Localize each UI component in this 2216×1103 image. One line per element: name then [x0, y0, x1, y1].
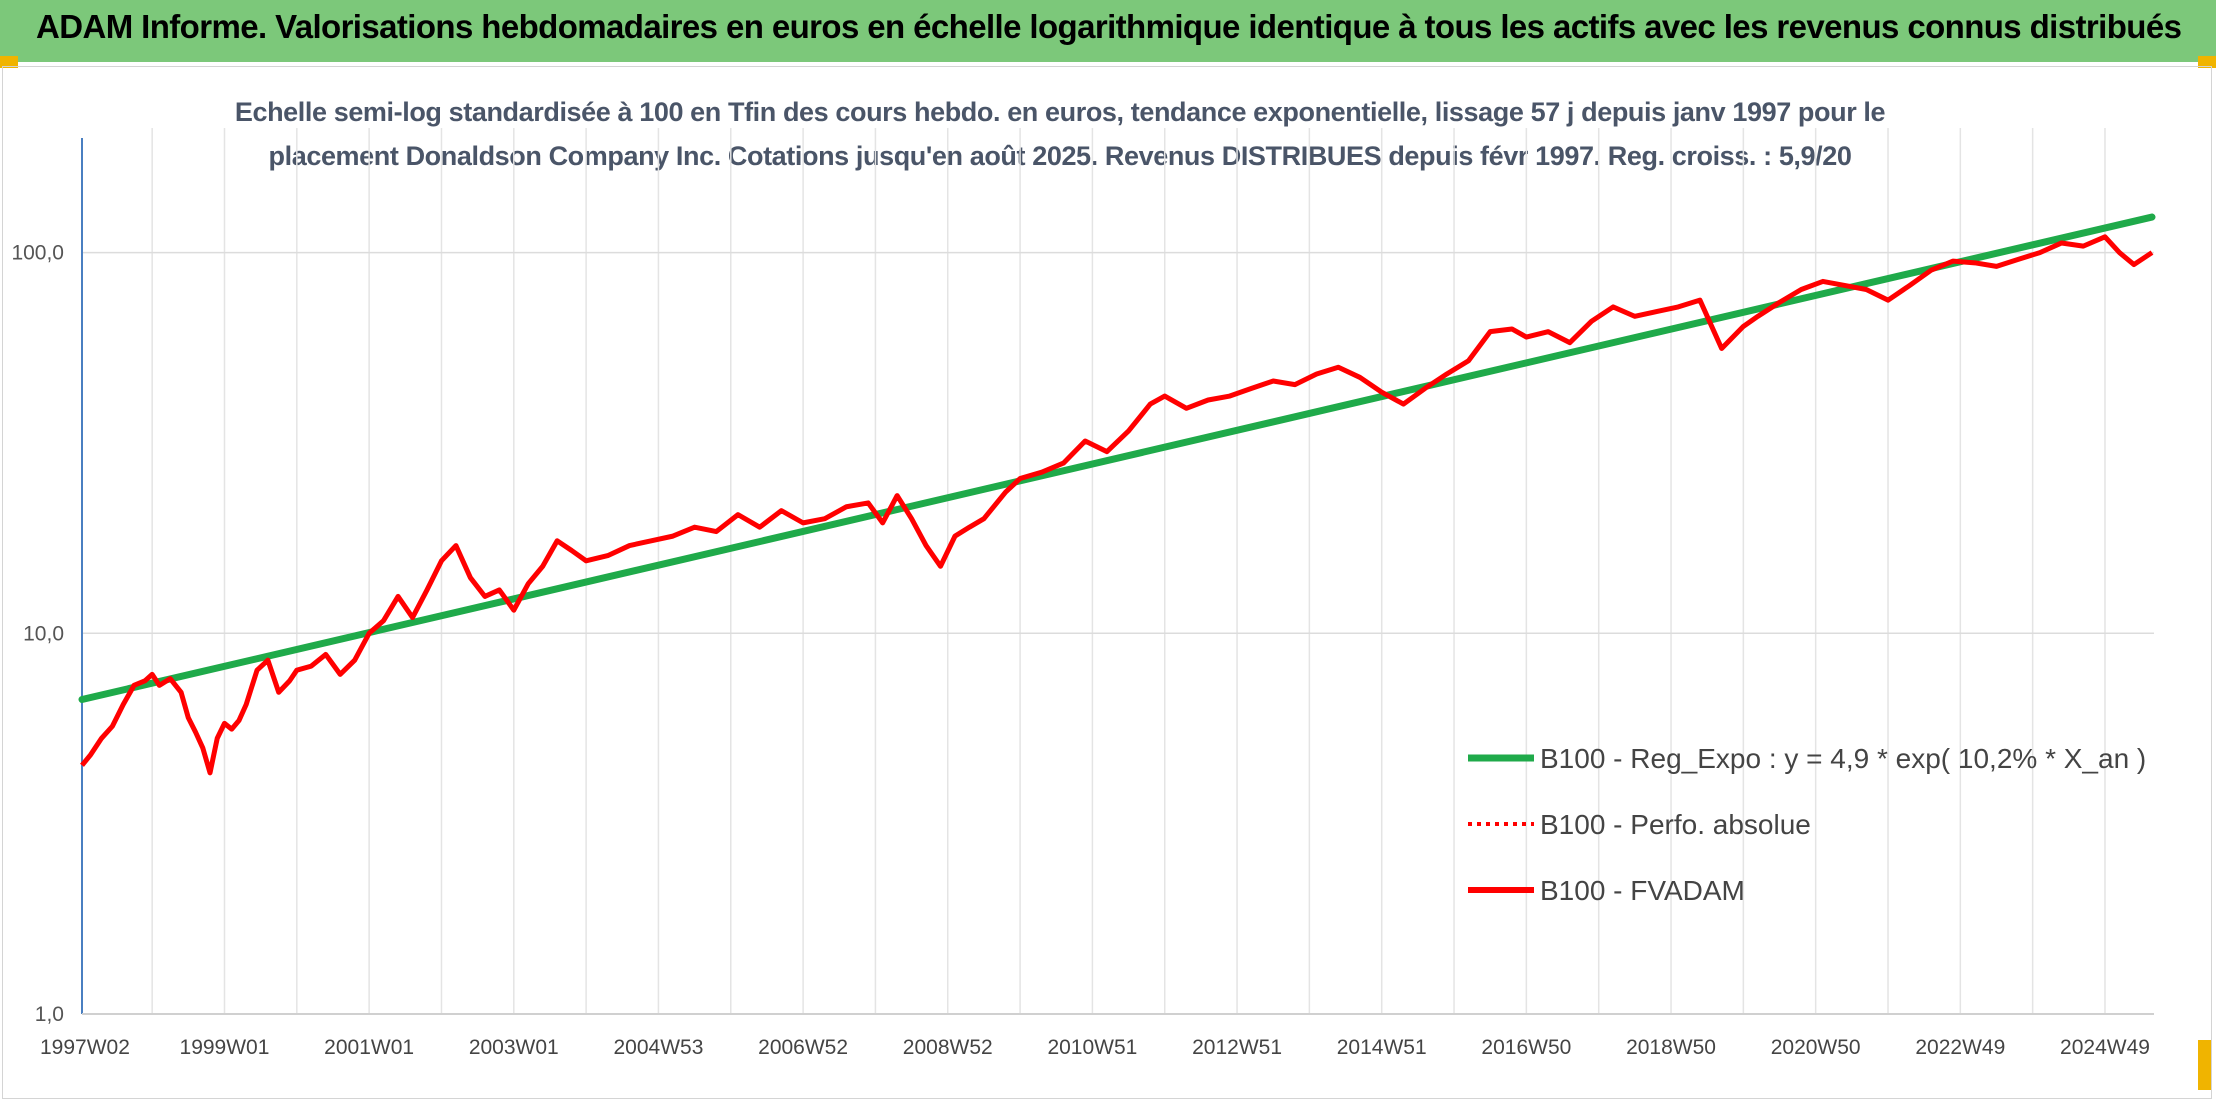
x-tick-label: 2004W53: [613, 1036, 703, 1059]
chart-title: Echelle semi-log standardisée à 100 en T…: [234, 97, 1886, 171]
x-tick-label: 2012W51: [1192, 1036, 1282, 1059]
legend-fvadam-label: B100 - FVADAM: [1540, 875, 1745, 906]
x-tick-label: 2016W50: [1481, 1036, 1571, 1059]
y-tick-label: 100,0: [11, 242, 64, 265]
x-tick-label: 2014W51: [1337, 1036, 1427, 1059]
x-tick-label: 2020W50: [1771, 1036, 1861, 1059]
x-tick-label: 2010W51: [1047, 1036, 1137, 1059]
legend-perfo-label: B100 - Perfo. absolue: [1540, 809, 1811, 840]
x-tick-label: 2018W50: [1626, 1036, 1716, 1059]
x-tick-label: 2024W49: [2060, 1036, 2150, 1059]
chart-panel: [2, 66, 2212, 1099]
report-title: ADAM Informe. Valorisations hebdomadaire…: [36, 8, 2182, 45]
series-fvadam-line: [80, 234, 2154, 776]
x-tick-label: 2003W01: [469, 1036, 559, 1059]
x-tick-label: 2008W52: [903, 1036, 993, 1059]
y-tick-label: 1,0: [35, 1003, 64, 1026]
legend-regression-label: B100 - Reg_Expo : y = 4,9 * exp( 10,2% *…: [1540, 743, 2146, 774]
x-tick-label: 2001W01: [324, 1036, 414, 1059]
corner-accent-left: [0, 56, 18, 68]
x-tick-label: 1997W02: [40, 1036, 130, 1059]
x-tick-label: 2022W49: [1915, 1036, 2005, 1059]
series-regression-line: [78, 213, 2156, 704]
y-tick-label: 10,0: [23, 622, 64, 645]
corner-accent-bottom-right: [2198, 1040, 2212, 1090]
corner-accent-right: [2198, 56, 2216, 68]
x-tick-label: 2006W52: [758, 1036, 848, 1059]
x-tick-label: 1999W01: [180, 1036, 270, 1059]
header-banner: ADAM Informe. Valorisations hebdomadaire…: [0, 0, 2216, 62]
